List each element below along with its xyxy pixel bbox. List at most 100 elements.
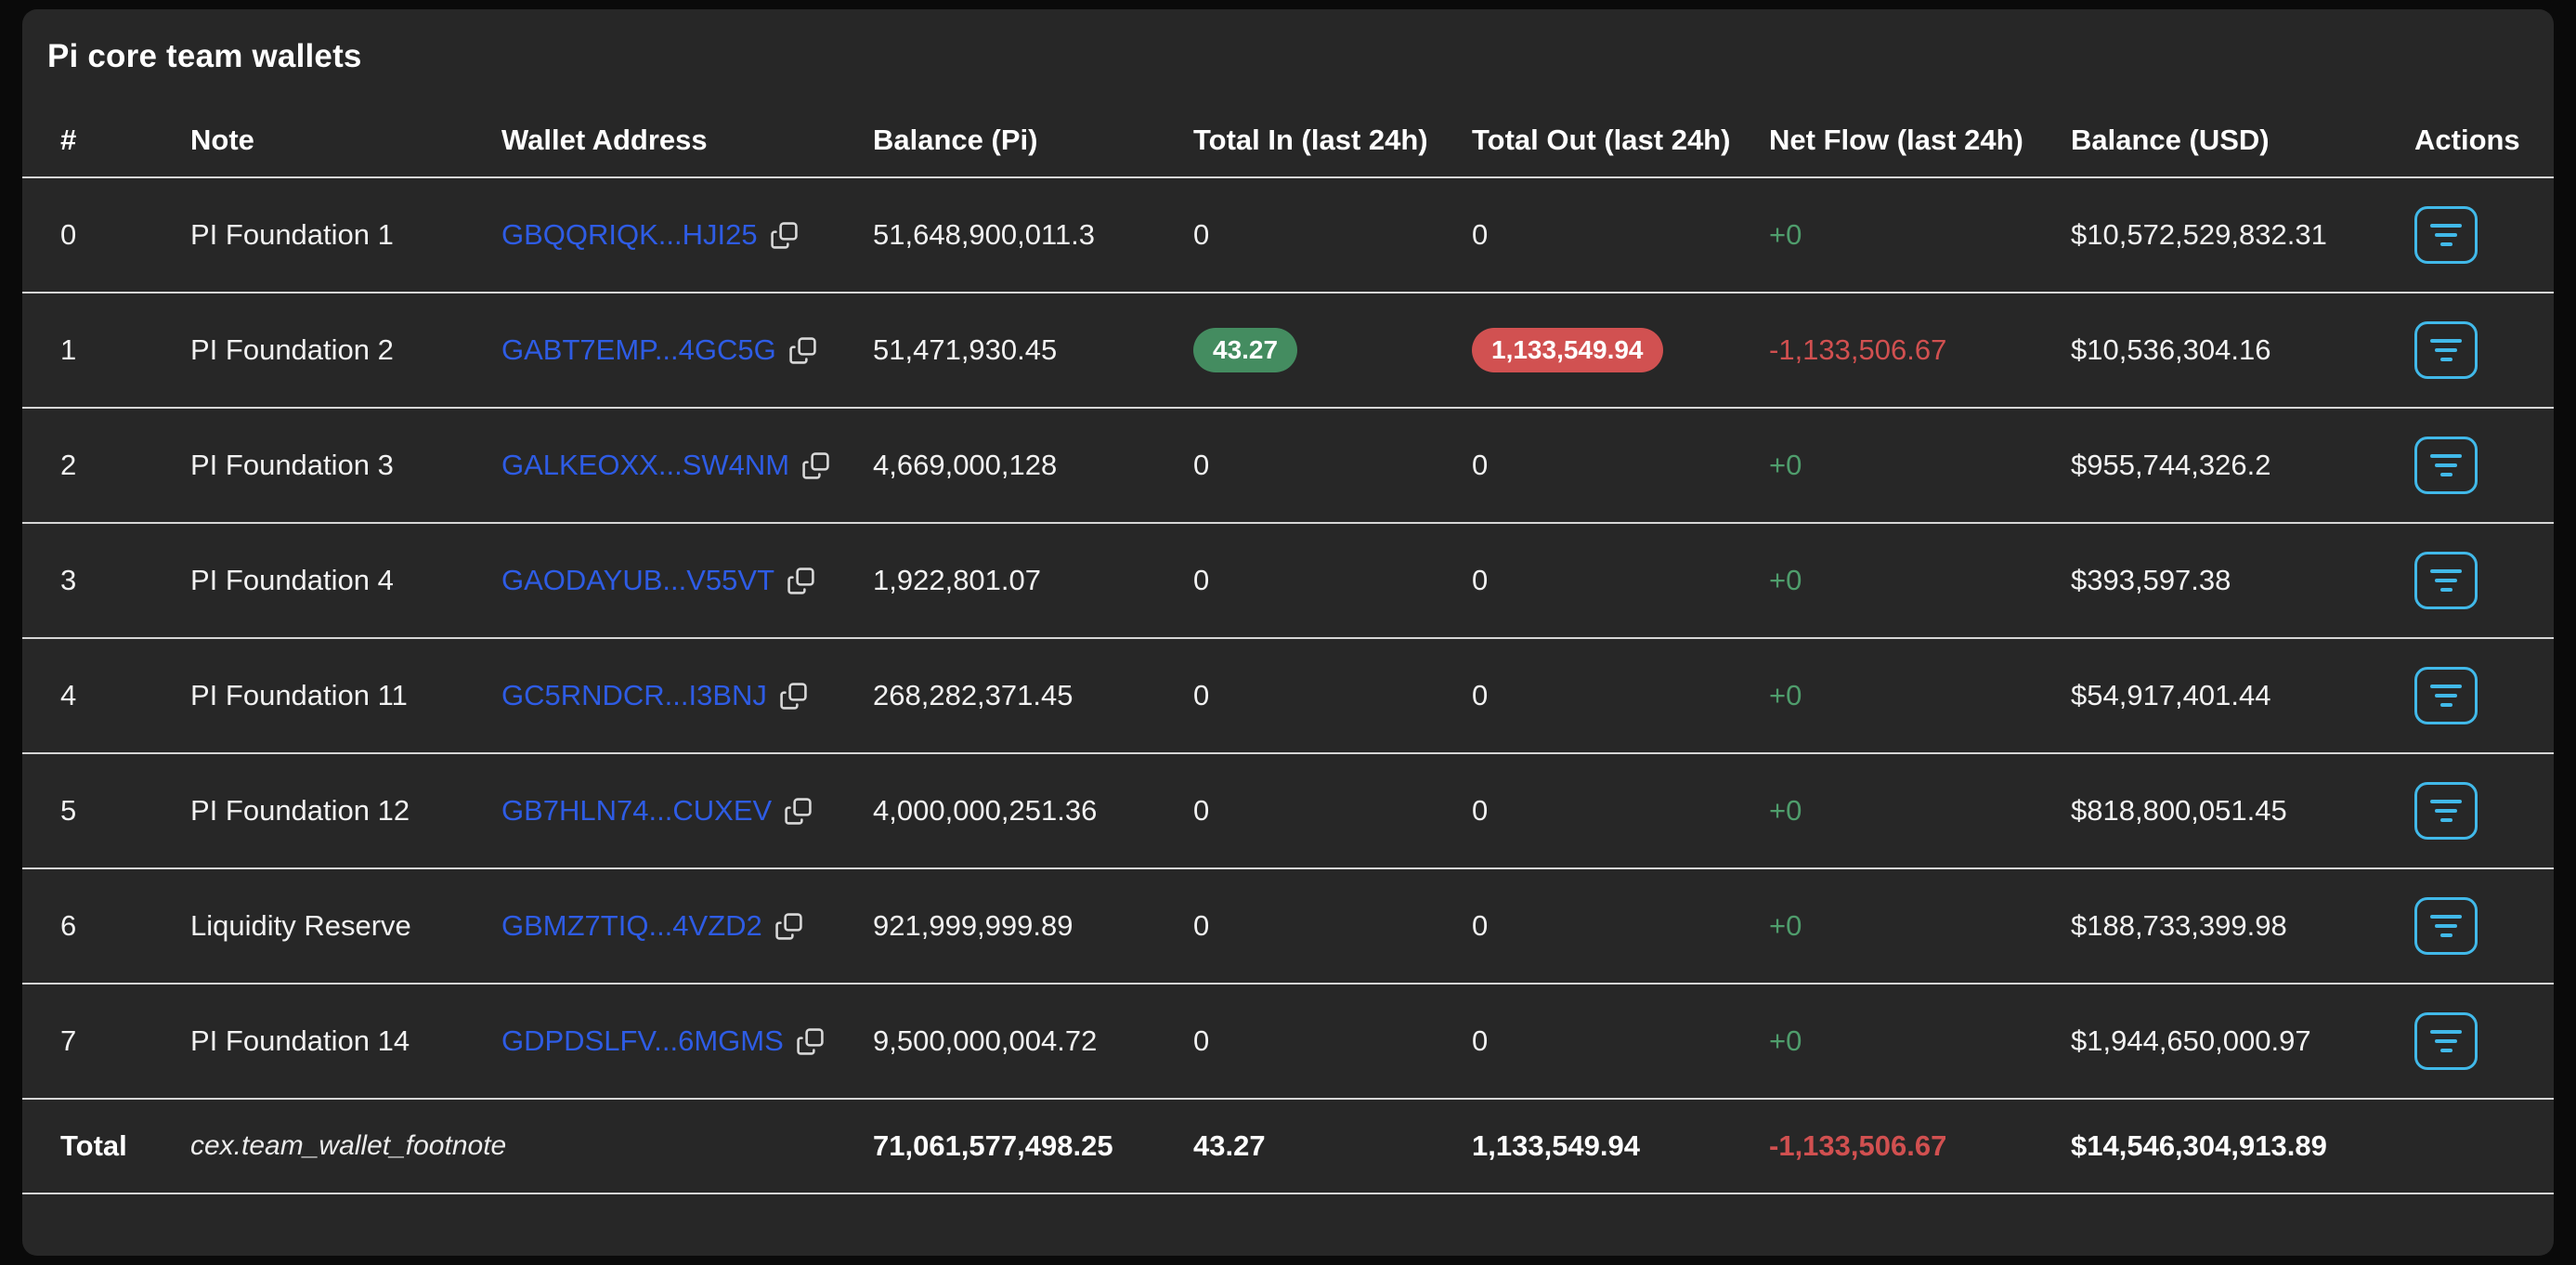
total-out-value: 0 (1472, 679, 1489, 711)
row-index: 3 (60, 564, 77, 596)
wallet-address-link[interactable]: GABT7EMP...4GC5G (501, 333, 776, 366)
total-out-value: 0 (1472, 449, 1489, 481)
balance-usd: $10,536,304.16 (2071, 333, 2271, 366)
actions-cell (2414, 667, 2531, 724)
filter-lines-icon (2430, 1030, 2462, 1052)
net-flow-value: -1,133,506.67 (1769, 333, 1947, 366)
wallet-address-cell: GBMZ7TIQ...4VZD2 (501, 909, 873, 943)
wallet-address-cell: GAODAYUB...V55VT (501, 564, 873, 597)
table-row: 1 PI Foundation 2 GABT7EMP...4GC5G 51,47… (22, 293, 2554, 409)
wallet-address-cell: GBQQRIQK...HJI25 (501, 218, 873, 252)
wallets-card: Pi core team wallets # Note Wallet Addre… (22, 9, 2554, 1256)
wallet-address-link[interactable]: GDPDSLFV...6MGMS (501, 1024, 784, 1057)
actions-cell (2414, 1012, 2531, 1070)
wallet-note: PI Foundation 1 (190, 218, 394, 251)
col-header-actions: Actions (2414, 124, 2520, 156)
wallet-address-cell: GB7HLN74...CUXEV (501, 794, 873, 828)
net-flow-value: +0 (1769, 564, 1802, 596)
total-in-value: 0 (1193, 564, 1210, 596)
wallet-address-link[interactable]: GAODAYUB...V55VT (501, 564, 775, 596)
row-index: 6 (60, 909, 77, 942)
copy-icon[interactable] (770, 221, 799, 250)
balance-pi: 4,000,000,251.36 (873, 794, 1098, 827)
wallet-address-cell: GALKEOXX...SW4NM (501, 449, 873, 482)
table-header-row: # Note Wallet Address Balance (Pi) Total… (22, 104, 2554, 178)
actions-cell (2414, 206, 2531, 264)
balance-pi: 51,648,900,011.3 (873, 218, 1096, 251)
total-balance-usd: $14,546,304,913.89 (2071, 1129, 2327, 1162)
balance-pi: 1,922,801.07 (873, 564, 1042, 596)
table-body: 0 PI Foundation 1 GBQQRIQK...HJI25 51,64… (22, 178, 2554, 1100)
wallet-actions-button[interactable] (2414, 206, 2478, 264)
total-in: 43.27 (1193, 1129, 1266, 1162)
wallet-address-cell: GDPDSLFV...6MGMS (501, 1024, 873, 1058)
row-index: 1 (60, 333, 77, 366)
table-row: 5 PI Foundation 12 GB7HLN74...CUXEV 4,00… (22, 754, 2554, 869)
balance-pi: 921,999,999.89 (873, 909, 1073, 942)
wallet-address-link[interactable]: GBQQRIQK...HJI25 (501, 218, 758, 251)
balance-pi: 9,500,000,004.72 (873, 1024, 1098, 1057)
copy-icon[interactable] (774, 912, 803, 941)
wallet-address-link[interactable]: GC5RNDCR...I3BNJ (501, 679, 767, 711)
total-out-value: 0 (1472, 564, 1489, 596)
total-out-value: 0 (1472, 1024, 1489, 1057)
col-header-net-flow: Net Flow (last 24h) (1769, 124, 2023, 156)
net-flow-value: +0 (1769, 794, 1802, 827)
total-in-value: 0 (1193, 794, 1210, 827)
actions-cell (2414, 321, 2531, 379)
balance-usd: $1,944,650,000.97 (2071, 1024, 2311, 1057)
row-index: 0 (60, 218, 77, 251)
filter-lines-icon (2430, 915, 2462, 937)
wallet-address-cell: GABT7EMP...4GC5G (501, 333, 873, 367)
filter-lines-icon (2430, 569, 2462, 592)
wallet-actions-button[interactable] (2414, 552, 2478, 609)
filter-lines-icon (2430, 224, 2462, 246)
wallet-address-link[interactable]: GBMZ7TIQ...4VZD2 (501, 909, 762, 942)
wallet-actions-button[interactable] (2414, 782, 2478, 840)
net-flow-value: +0 (1769, 1024, 1802, 1057)
balance-usd: $54,917,401.44 (2071, 679, 2271, 711)
balance-usd: $393,597.38 (2071, 564, 2231, 596)
actions-cell (2414, 552, 2531, 609)
wallet-note: PI Foundation 14 (190, 1024, 410, 1057)
total-in-value: 0 (1193, 679, 1210, 711)
filter-lines-icon (2430, 685, 2462, 707)
wallet-note: PI Foundation 12 (190, 794, 410, 827)
wallet-actions-button[interactable] (2414, 897, 2478, 955)
total-in-value: 43.27 (1193, 327, 1298, 373)
wallet-address-link[interactable]: GALKEOXX...SW4NM (501, 449, 790, 481)
wallet-actions-button[interactable] (2414, 667, 2478, 724)
copy-icon[interactable] (787, 567, 815, 595)
row-index: 7 (60, 1024, 77, 1057)
filter-lines-icon (2430, 339, 2462, 361)
wallet-actions-button[interactable] (2414, 437, 2478, 494)
copy-icon[interactable] (796, 1027, 825, 1056)
actions-cell (2414, 437, 2531, 494)
balance-usd: $10,572,529,832.31 (2071, 218, 2327, 251)
wallet-note: PI Foundation 2 (190, 333, 394, 366)
copy-icon[interactable] (788, 336, 817, 365)
net-flow-value: +0 (1769, 449, 1802, 481)
wallet-address-link[interactable]: GB7HLN74...CUXEV (501, 794, 773, 827)
wallet-actions-button[interactable] (2414, 321, 2478, 379)
wallet-note: PI Foundation 4 (190, 564, 394, 596)
filter-lines-icon (2430, 454, 2462, 476)
wallet-note: Liquidity Reserve (190, 909, 411, 942)
page-title: Pi core team wallets (47, 38, 362, 74)
wallet-actions-button[interactable] (2414, 1012, 2478, 1070)
net-flow-value: +0 (1769, 909, 1802, 942)
balance-pi: 51,471,930.45 (873, 333, 1058, 366)
row-index: 4 (60, 679, 77, 711)
wallet-note: PI Foundation 11 (190, 679, 408, 711)
copy-icon[interactable] (801, 451, 830, 480)
total-out: 1,133,549.94 (1472, 1129, 1641, 1162)
balance-pi: 4,669,000,128 (873, 449, 1058, 481)
row-index: 2 (60, 449, 77, 481)
copy-icon[interactable] (784, 797, 813, 826)
table-row: 7 PI Foundation 14 GDPDSLFV...6MGMS 9,50… (22, 985, 2554, 1100)
copy-icon[interactable] (779, 682, 808, 711)
total-out-value: 0 (1472, 218, 1489, 251)
row-index: 5 (60, 794, 77, 827)
col-header-total-in: Total In (last 24h) (1193, 124, 1428, 156)
total-balance-pi: 71,061,577,498.25 (873, 1129, 1113, 1162)
